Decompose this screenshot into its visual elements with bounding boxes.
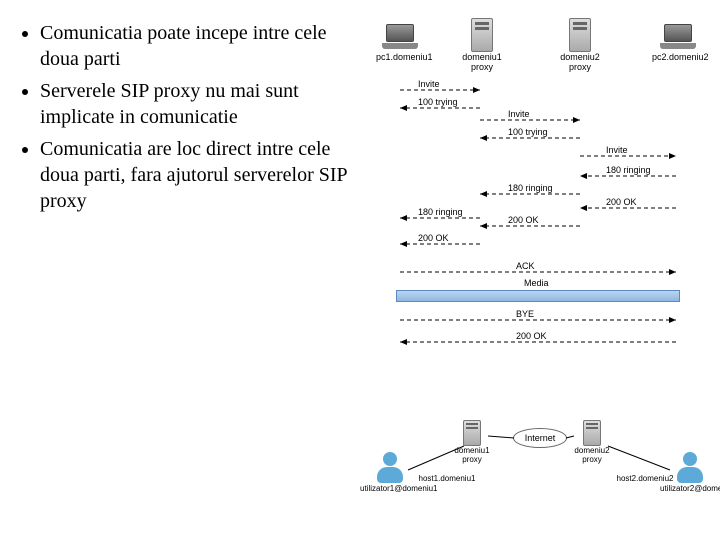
message-label: ACK	[516, 261, 535, 271]
media-bar	[396, 290, 680, 302]
message-label: Invite	[508, 109, 530, 119]
sip-sequence-diagram: pc1.domeniu1 domeniu1 proxy domeniu2 pro…	[370, 18, 710, 388]
message-label: 200 OK	[516, 331, 547, 341]
message-label: 180 ringing	[508, 183, 553, 193]
bullet-item: Serverele SIP proxy nu mai sunt implicat…	[40, 78, 360, 130]
message-label: 200 OK	[418, 233, 449, 243]
message-label: 180 ringing	[606, 165, 651, 175]
bullet-item: Comunicatia are loc direct intre cele do…	[40, 136, 360, 214]
message-label: 200 OK	[606, 197, 637, 207]
message-label: Invite	[418, 79, 440, 89]
bullet-item: Comunicatia poate incepe intre cele doua…	[40, 20, 360, 72]
message-label: BYE	[516, 309, 534, 319]
bullet-list: Comunicatia poate incepe intre cele doua…	[20, 20, 360, 220]
message-label: 180 ringing	[418, 207, 463, 217]
message-label: Invite	[606, 145, 628, 155]
network-diagram: utilizator1@domeniu1 host1.domeniu1 dome…	[370, 400, 710, 530]
bottom-links	[370, 400, 710, 520]
message-label: 100 trying	[418, 97, 458, 107]
message-label: 100 trying	[508, 127, 548, 137]
message-label: 200 OK	[508, 215, 539, 225]
media-label: Media	[524, 278, 549, 288]
